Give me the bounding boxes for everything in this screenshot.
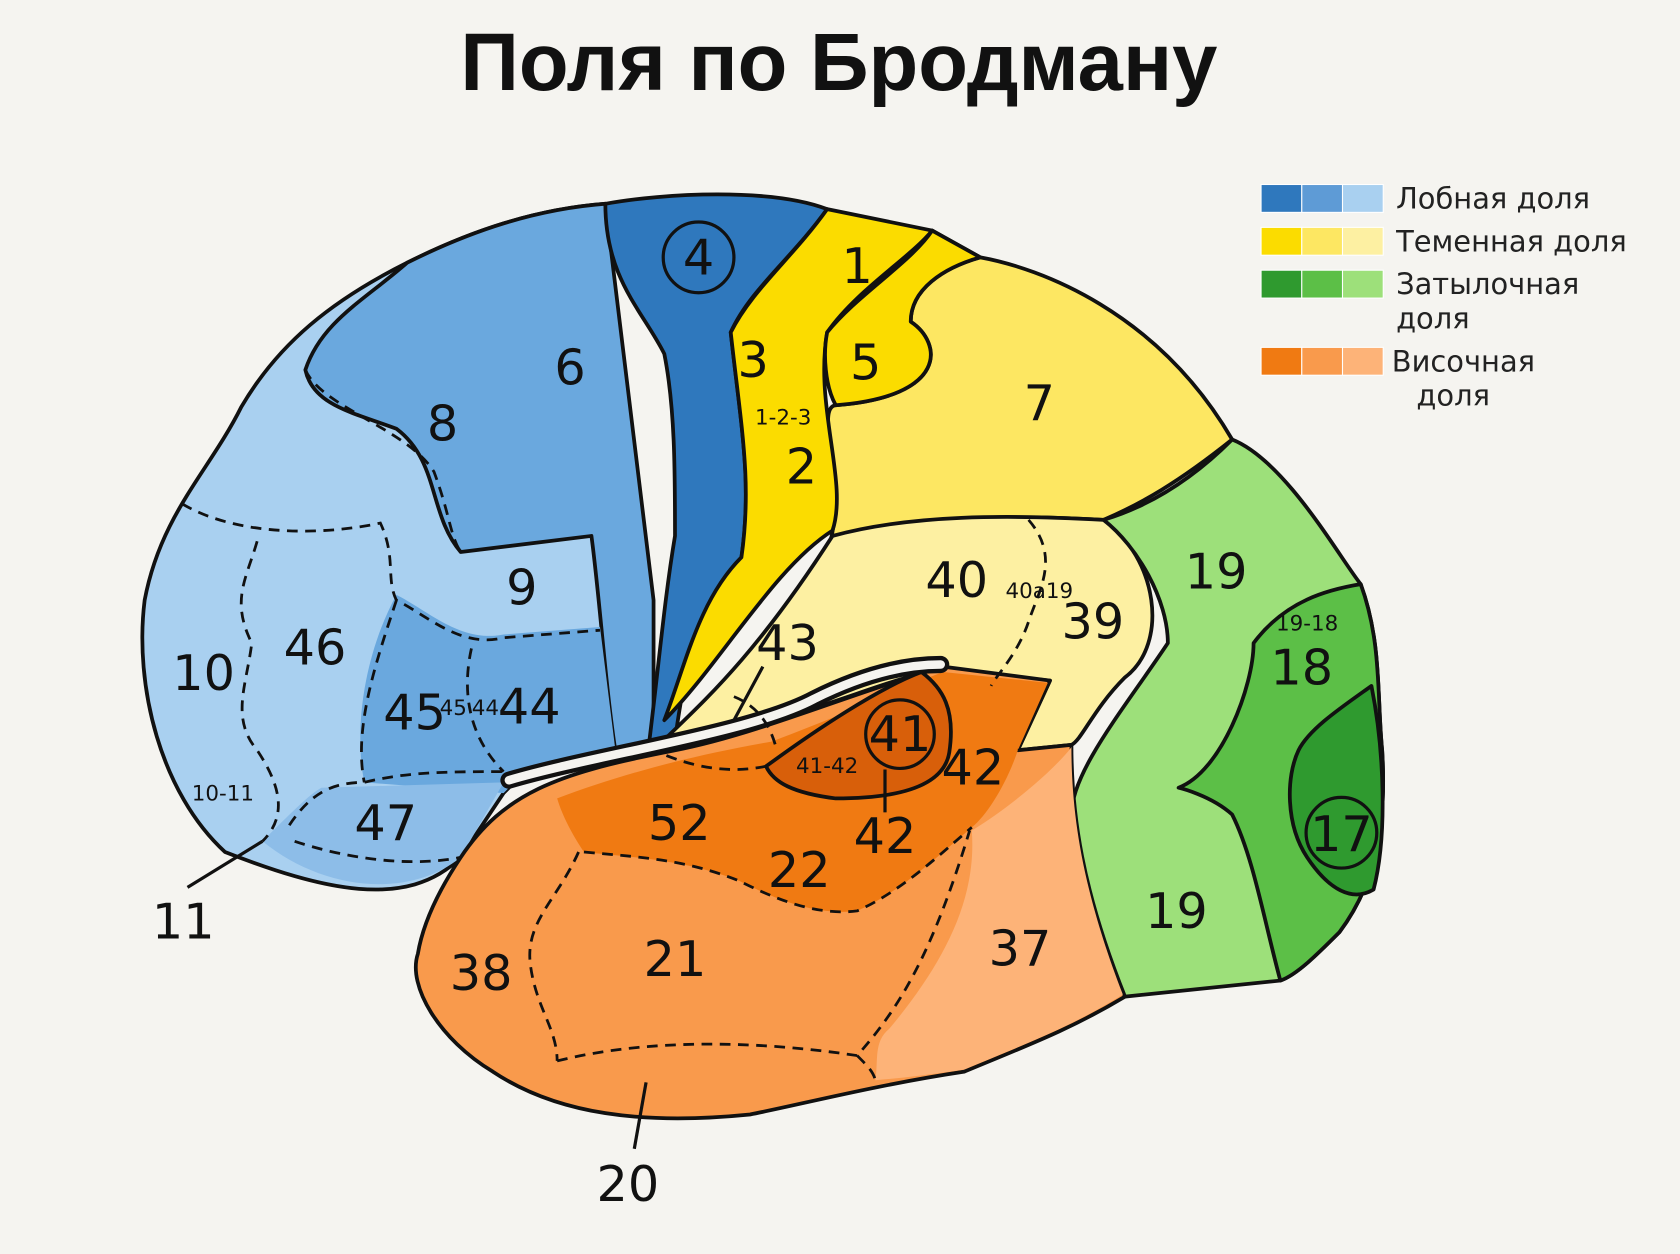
region-label: 10 bbox=[172, 644, 235, 702]
region-label: 45 bbox=[440, 696, 467, 721]
legend-swatch bbox=[1301, 183, 1344, 213]
region-label: 19 bbox=[1185, 542, 1248, 600]
region-label: 40a19 bbox=[1005, 579, 1073, 604]
legend-label: Теменная доля bbox=[1395, 224, 1627, 258]
region-label: 38 bbox=[450, 944, 513, 1002]
region-label: 5 bbox=[850, 333, 881, 391]
region-label: 8 bbox=[427, 394, 458, 452]
pointer-20 bbox=[632, 1082, 648, 1150]
region-label: 41-42 bbox=[796, 754, 858, 779]
circle-41 bbox=[864, 698, 936, 771]
region-label: 45 bbox=[383, 684, 446, 742]
legend-swatch bbox=[1260, 183, 1303, 213]
pointer-43 bbox=[732, 665, 765, 721]
legend-label: Височная bbox=[1392, 344, 1535, 378]
region-label: 3 bbox=[738, 331, 769, 389]
region-label: 44 bbox=[498, 677, 561, 735]
parietal-5 bbox=[823, 228, 983, 408]
region-label: 17 bbox=[1310, 805, 1373, 863]
legend-label: Затылочная bbox=[1396, 267, 1579, 301]
region-label: 6 bbox=[554, 339, 585, 397]
frontal-medium bbox=[303, 201, 656, 758]
region-label: 11 bbox=[152, 893, 215, 951]
region-label: 4 bbox=[683, 228, 714, 286]
pointer-11 bbox=[186, 839, 264, 889]
region-label: 2 bbox=[786, 437, 817, 495]
region-label: 19 bbox=[1145, 882, 1208, 940]
frontal-medium-lower bbox=[360, 594, 617, 794]
legend-swatch bbox=[1260, 346, 1303, 376]
region-label: 41 bbox=[869, 705, 932, 763]
region-label: 19-18 bbox=[1276, 611, 1338, 636]
region-label: 40 bbox=[925, 551, 988, 609]
legend-swatch bbox=[1301, 269, 1344, 299]
region-label: 20 bbox=[597, 1155, 660, 1213]
dashed-borders bbox=[181, 369, 1072, 1081]
legend-swatch bbox=[1260, 269, 1303, 299]
parietal-40-39 bbox=[651, 515, 1155, 753]
legend-swatch bbox=[1301, 226, 1344, 256]
circle-4 bbox=[661, 220, 736, 295]
region-label: 22 bbox=[768, 841, 831, 899]
legend-swatch bbox=[1341, 226, 1384, 256]
region-label: 18 bbox=[1270, 639, 1333, 697]
legend-label: Лобная доля bbox=[1396, 181, 1590, 215]
legend-label: доля bbox=[1416, 379, 1490, 413]
occipital-17 bbox=[1287, 684, 1385, 897]
legend-label: доля bbox=[1396, 301, 1470, 335]
title: Поля по Бродману bbox=[460, 17, 1217, 108]
fissure bbox=[504, 660, 945, 785]
region-label: 39 bbox=[1062, 593, 1125, 651]
circle-17 bbox=[1304, 795, 1379, 870]
region-label: 7 bbox=[1024, 374, 1055, 432]
brain-regions bbox=[140, 192, 1386, 1121]
region-label: 9 bbox=[506, 558, 537, 616]
region-label: 1 bbox=[841, 237, 872, 295]
region-label: 46 bbox=[284, 618, 347, 676]
legend-swatch bbox=[1341, 183, 1384, 213]
region-label: 52 bbox=[648, 794, 711, 852]
legend-swatch bbox=[1341, 269, 1384, 299]
region-label: 37 bbox=[989, 919, 1052, 977]
region-label: 10-11 bbox=[192, 782, 254, 807]
region-label: 44 bbox=[472, 696, 499, 721]
region-label: 43 bbox=[756, 614, 819, 672]
region-label: 21 bbox=[644, 930, 707, 988]
region-label: 47 bbox=[354, 794, 417, 852]
legend-swatch bbox=[1301, 346, 1344, 376]
pointers bbox=[186, 220, 1379, 1150]
region-label: 1-2-3 bbox=[755, 406, 811, 431]
temporal-37 bbox=[875, 747, 1123, 1081]
region-label: 42 bbox=[854, 807, 917, 865]
legend-swatch bbox=[1341, 346, 1384, 376]
region-label: 42 bbox=[942, 738, 1005, 796]
legend-swatch bbox=[1260, 226, 1303, 256]
